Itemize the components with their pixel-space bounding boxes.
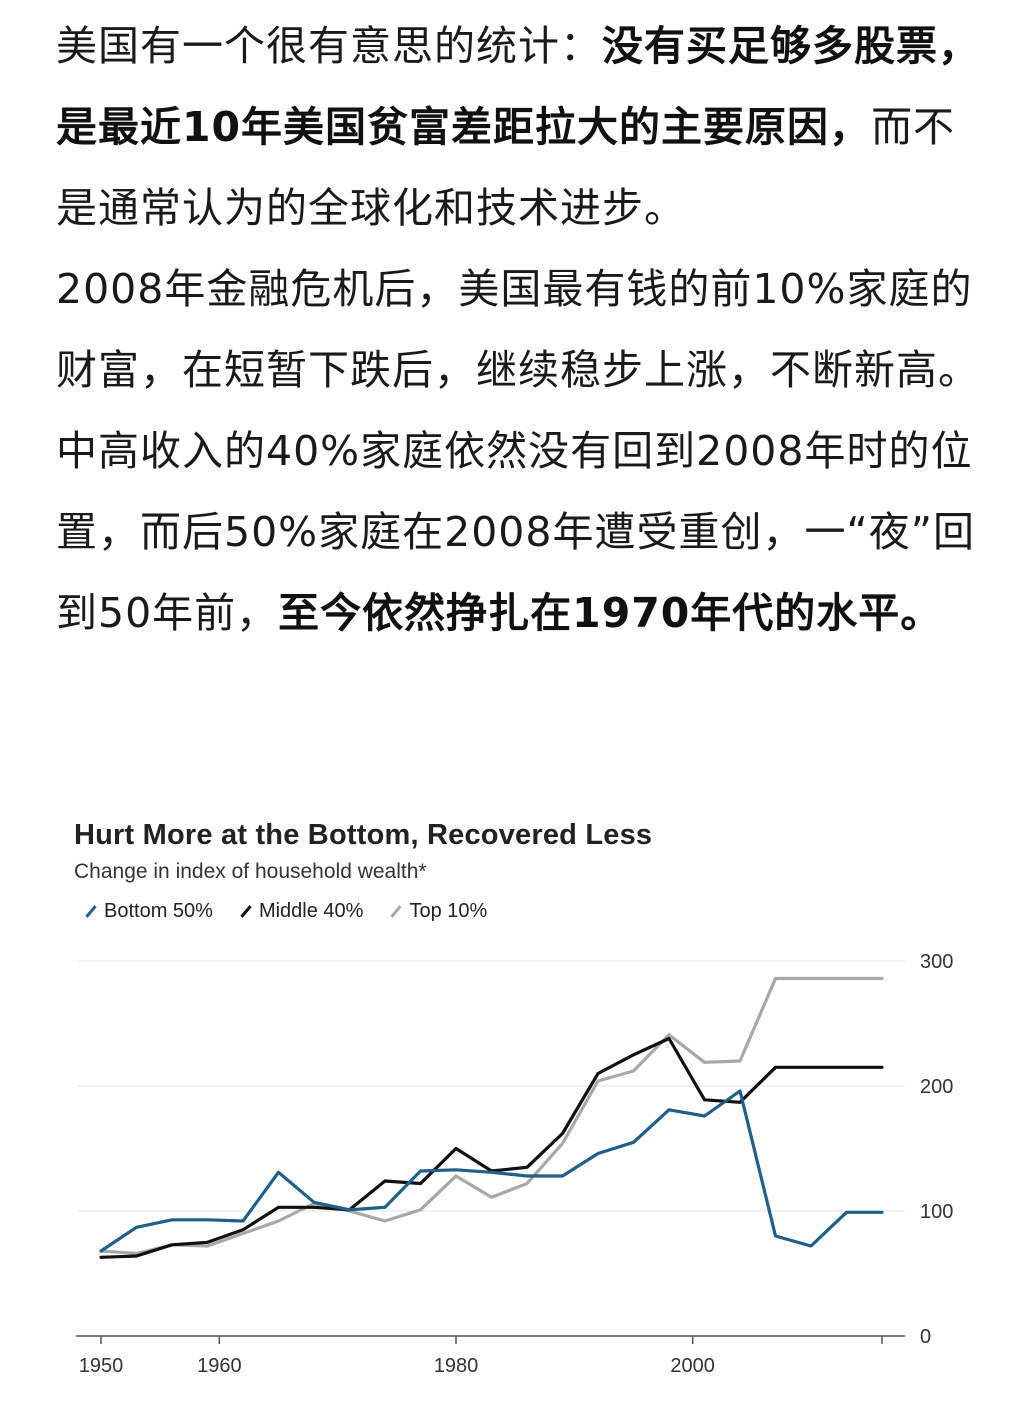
- y-tick-label-300: 300: [920, 951, 953, 973]
- chart-subtitle: Change in index of household wealth*: [74, 860, 427, 883]
- series-line-top-10-: [99, 976, 884, 1256]
- legend-item-2: Top 10%: [389, 900, 487, 923]
- x-tick-label-2000: 2000: [670, 1355, 715, 1377]
- chart-container: 0 100 200 300 1950 1960 1980 2000 Hurt More at …: [0, 800, 1032, 1402]
- series-line-middle-40-: [99, 1036, 884, 1259]
- paragraph1-run-0: 美国有一个很有意思的统计：: [56, 22, 602, 70]
- paragraph1-run-1: 没有买足够多股票，是最近10年美国贫富差距拉大的主要原因，: [56, 22, 980, 151]
- paragraph2-run-0: 2008年金融危机后，美国最有钱的前10%家庭的财富，在短暂下跌后，继续稳步上涨…: [56, 265, 980, 637]
- x-tick-label-1950: 1950: [79, 1355, 124, 1377]
- y-tick-label-200: 200: [920, 1076, 953, 1098]
- chart-title: Hurt More at the Bottom, Recovered Less: [74, 819, 653, 851]
- series-line-bottom-50-: [99, 1089, 884, 1253]
- y-tick-label-0: 0: [920, 1326, 931, 1348]
- legend-item-1: Middle 40%: [239, 900, 364, 923]
- legend-swatch-0: [85, 905, 97, 918]
- legend-label-2: Top 10%: [409, 900, 488, 922]
- x-tick-label-1980: 1980: [434, 1355, 479, 1377]
- chart-legend: Bottom 50% Middle 40% Top 10%: [84, 900, 487, 923]
- y-tick-label-100: 100: [920, 1201, 953, 1223]
- line-chart: 0 100 200 300 1950 1960 1980 2000: [76, 951, 953, 1377]
- paragraph2-run-1: 至今依然挣扎在1970年代的水平。: [278, 589, 943, 637]
- paragraph1-run-2: 而不是通常认为的全球化和技术进步。: [56, 103, 956, 232]
- x-tick-label-1960: 1960: [197, 1355, 242, 1377]
- legend-swatch-1: [240, 905, 252, 918]
- post-paragraph-1: 美国有一个很有意思的统计：没有买足够多股票，是最近10年美国贫富差距拉大的主要原…: [56, 6, 986, 249]
- post-text: 美国有一个很有意思的统计：没有买足够多股票，是最近10年美国贫富差距拉大的主要原…: [56, 6, 986, 654]
- legend-swatch-2: [390, 905, 403, 918]
- legend-label-0: Bottom 50%: [104, 900, 213, 922]
- post-paragraph-2: 2008年金融危机后，美国最有钱的前10%家庭的财富，在短暂下跌后，继续稳步上涨…: [56, 249, 986, 654]
- legend-item-0: Bottom 50%: [84, 900, 213, 923]
- legend-label-1: Middle 40%: [258, 900, 364, 922]
